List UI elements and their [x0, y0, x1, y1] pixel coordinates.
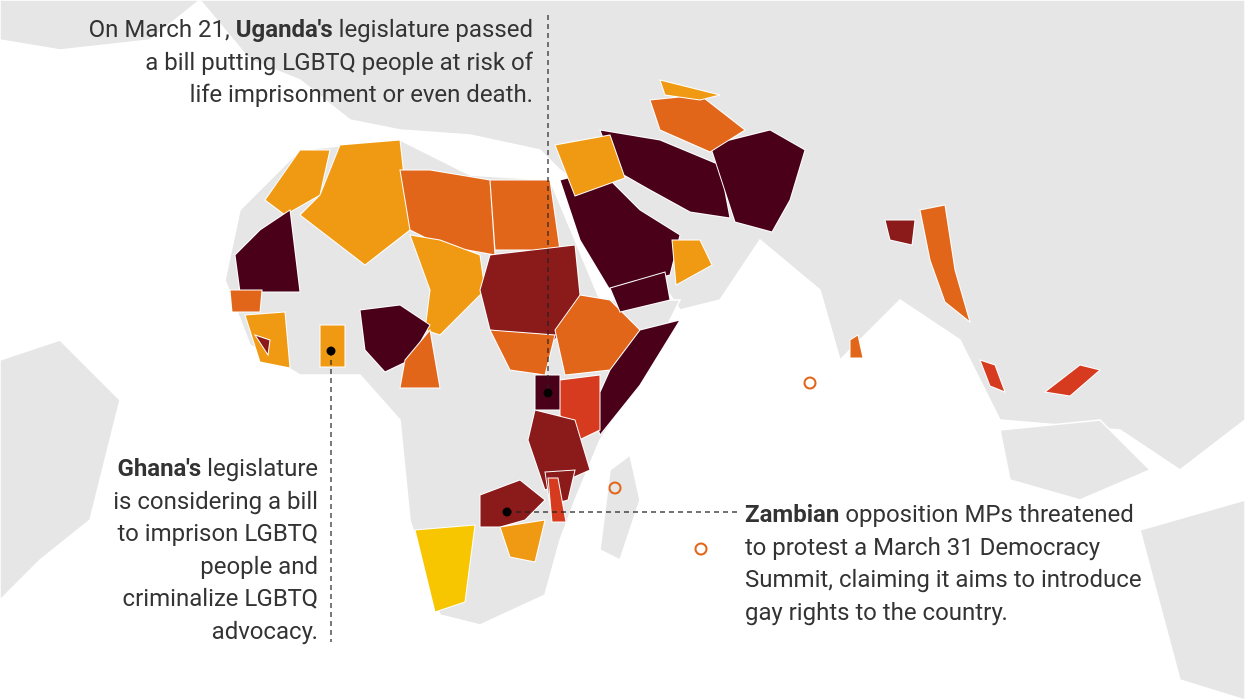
- note-text: opposition MPs threatened: [839, 500, 1134, 528]
- zambia-note: Zambian opposition MPs threatened to prot…: [745, 498, 1142, 628]
- note-text: gay rights to the country.: [745, 597, 1008, 626]
- note-line: advocacy.: [113, 615, 318, 648]
- countries: [229, 79, 1102, 613]
- note-line: is considering a bill: [113, 485, 318, 518]
- note-text: legislature: [201, 454, 318, 482]
- note-text: people and: [200, 551, 318, 580]
- note-emphasis: Uganda's: [235, 15, 333, 43]
- markers: [326, 346, 553, 517]
- note-text: to protest a March 31 Democracy: [745, 532, 1101, 561]
- note-line: people and: [113, 550, 318, 583]
- note-line: to protest a March 31 Democracy: [745, 531, 1142, 564]
- note-line: Summit, claiming it aims to introduce: [745, 563, 1142, 596]
- ghana-note: Ghana's legislature is considering a bill…: [113, 452, 318, 647]
- note-text: legislature passed: [332, 15, 533, 43]
- note-text: advocacy.: [211, 616, 318, 645]
- note-line: Zambian opposition MPs threatened: [745, 498, 1142, 531]
- note-line: On March 21, Uganda's legislature passed: [89, 13, 533, 46]
- note-line: gay rights to the country.: [745, 596, 1142, 629]
- note-text: criminalize LGBTQ: [122, 584, 318, 612]
- note-line: Ghana's legislature: [113, 452, 318, 485]
- leader-lines: [330, 15, 738, 642]
- note-line: life imprisonment or even death.: [89, 78, 533, 111]
- note-line: criminalize LGBTQ: [113, 582, 318, 615]
- note-text: a bill putting LGBTQ people at risk of: [145, 47, 533, 76]
- note-text: Summit, claiming it aims to introduce: [745, 565, 1142, 593]
- note-line: to imprison LGBTQ: [113, 517, 318, 550]
- uganda-note: On March 21, Uganda's legislature passed…: [89, 13, 533, 111]
- note-emphasis: Zambian: [745, 500, 840, 528]
- small-islands: [608, 376, 817, 556]
- note-text: On March 21,: [88, 15, 236, 43]
- note-text: to imprison LGBTQ: [117, 519, 318, 547]
- note-line: a bill putting LGBTQ people at risk of: [89, 46, 533, 79]
- note-emphasis: Ghana's: [117, 454, 202, 482]
- note-text: life imprisonment or even death.: [189, 80, 533, 108]
- note-text: is considering a bill: [113, 486, 318, 515]
